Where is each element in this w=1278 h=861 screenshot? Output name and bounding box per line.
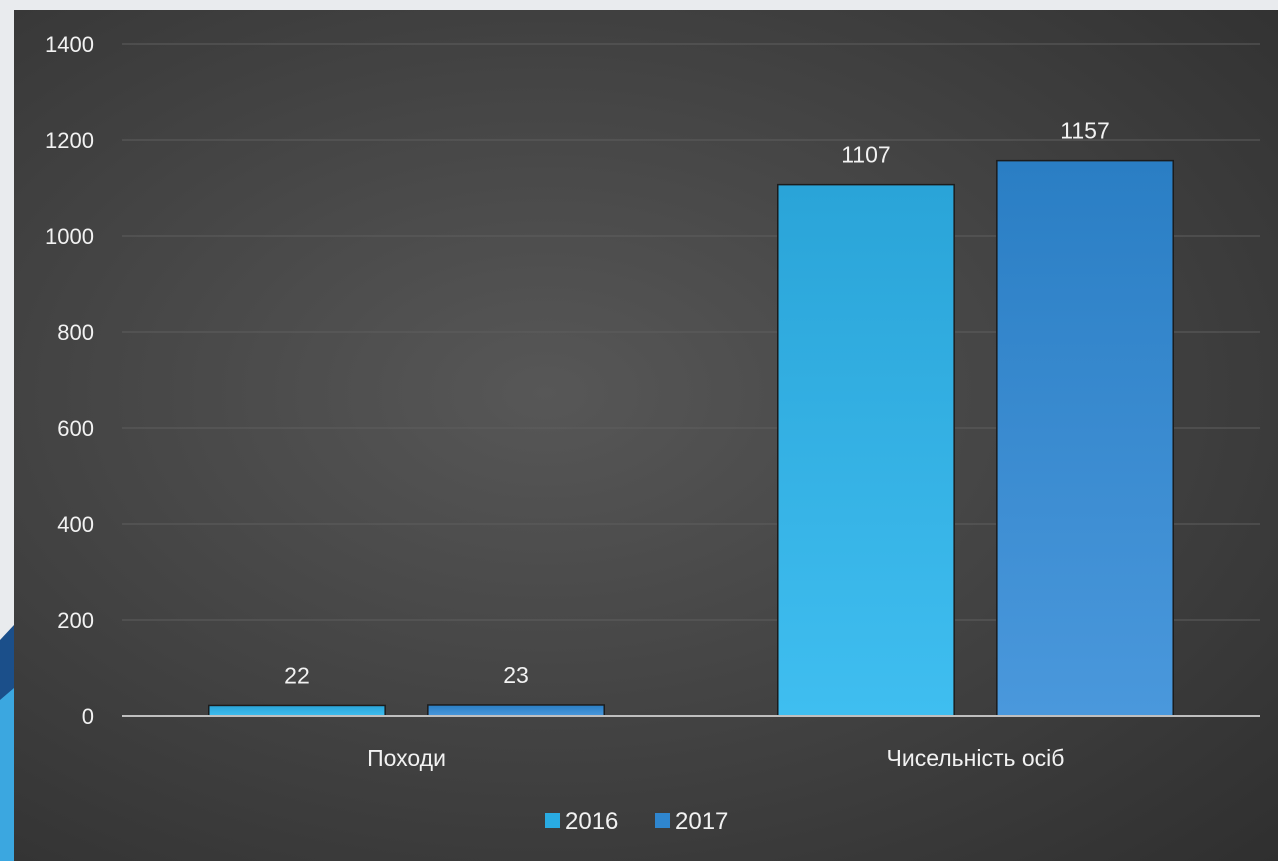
decorative-stripe-light: [0, 688, 14, 861]
legend-swatch: [655, 813, 670, 828]
y-tick-label: 0: [82, 704, 94, 729]
y-tick-label: 600: [57, 416, 94, 441]
category-labels: Походи Чисельність осіб: [367, 745, 1064, 771]
bar-2016-1: [777, 183, 955, 717]
data-labels: 22 23 1107 1157: [284, 118, 1110, 689]
data-label: 22: [284, 662, 310, 688]
y-tick-label: 1200: [45, 128, 94, 153]
y-axis-tick-labels: 0 200 400 600 800 1000 1200 1400: [45, 32, 94, 729]
category-label: Чисельність осіб: [887, 745, 1065, 771]
legend-label: 2016: [565, 808, 618, 835]
data-label: 1107: [841, 142, 890, 168]
bar-2017-1: [996, 159, 1174, 717]
bar-2017-0: [427, 704, 605, 717]
legend-label: 2017: [675, 808, 728, 835]
category-label: Походи: [367, 745, 446, 771]
bars: [208, 159, 1174, 717]
legend-swatch: [545, 813, 560, 828]
legend: 2016 2017: [545, 808, 728, 835]
y-tick-label: 400: [57, 512, 94, 537]
y-tick-label: 1000: [45, 224, 94, 249]
bar-2016-0: [208, 704, 386, 717]
y-tick-label: 200: [57, 608, 94, 633]
y-tick-label: 1400: [45, 32, 94, 57]
data-label: 23: [503, 662, 529, 688]
y-tick-label: 800: [57, 320, 94, 345]
data-label: 1157: [1060, 118, 1109, 144]
